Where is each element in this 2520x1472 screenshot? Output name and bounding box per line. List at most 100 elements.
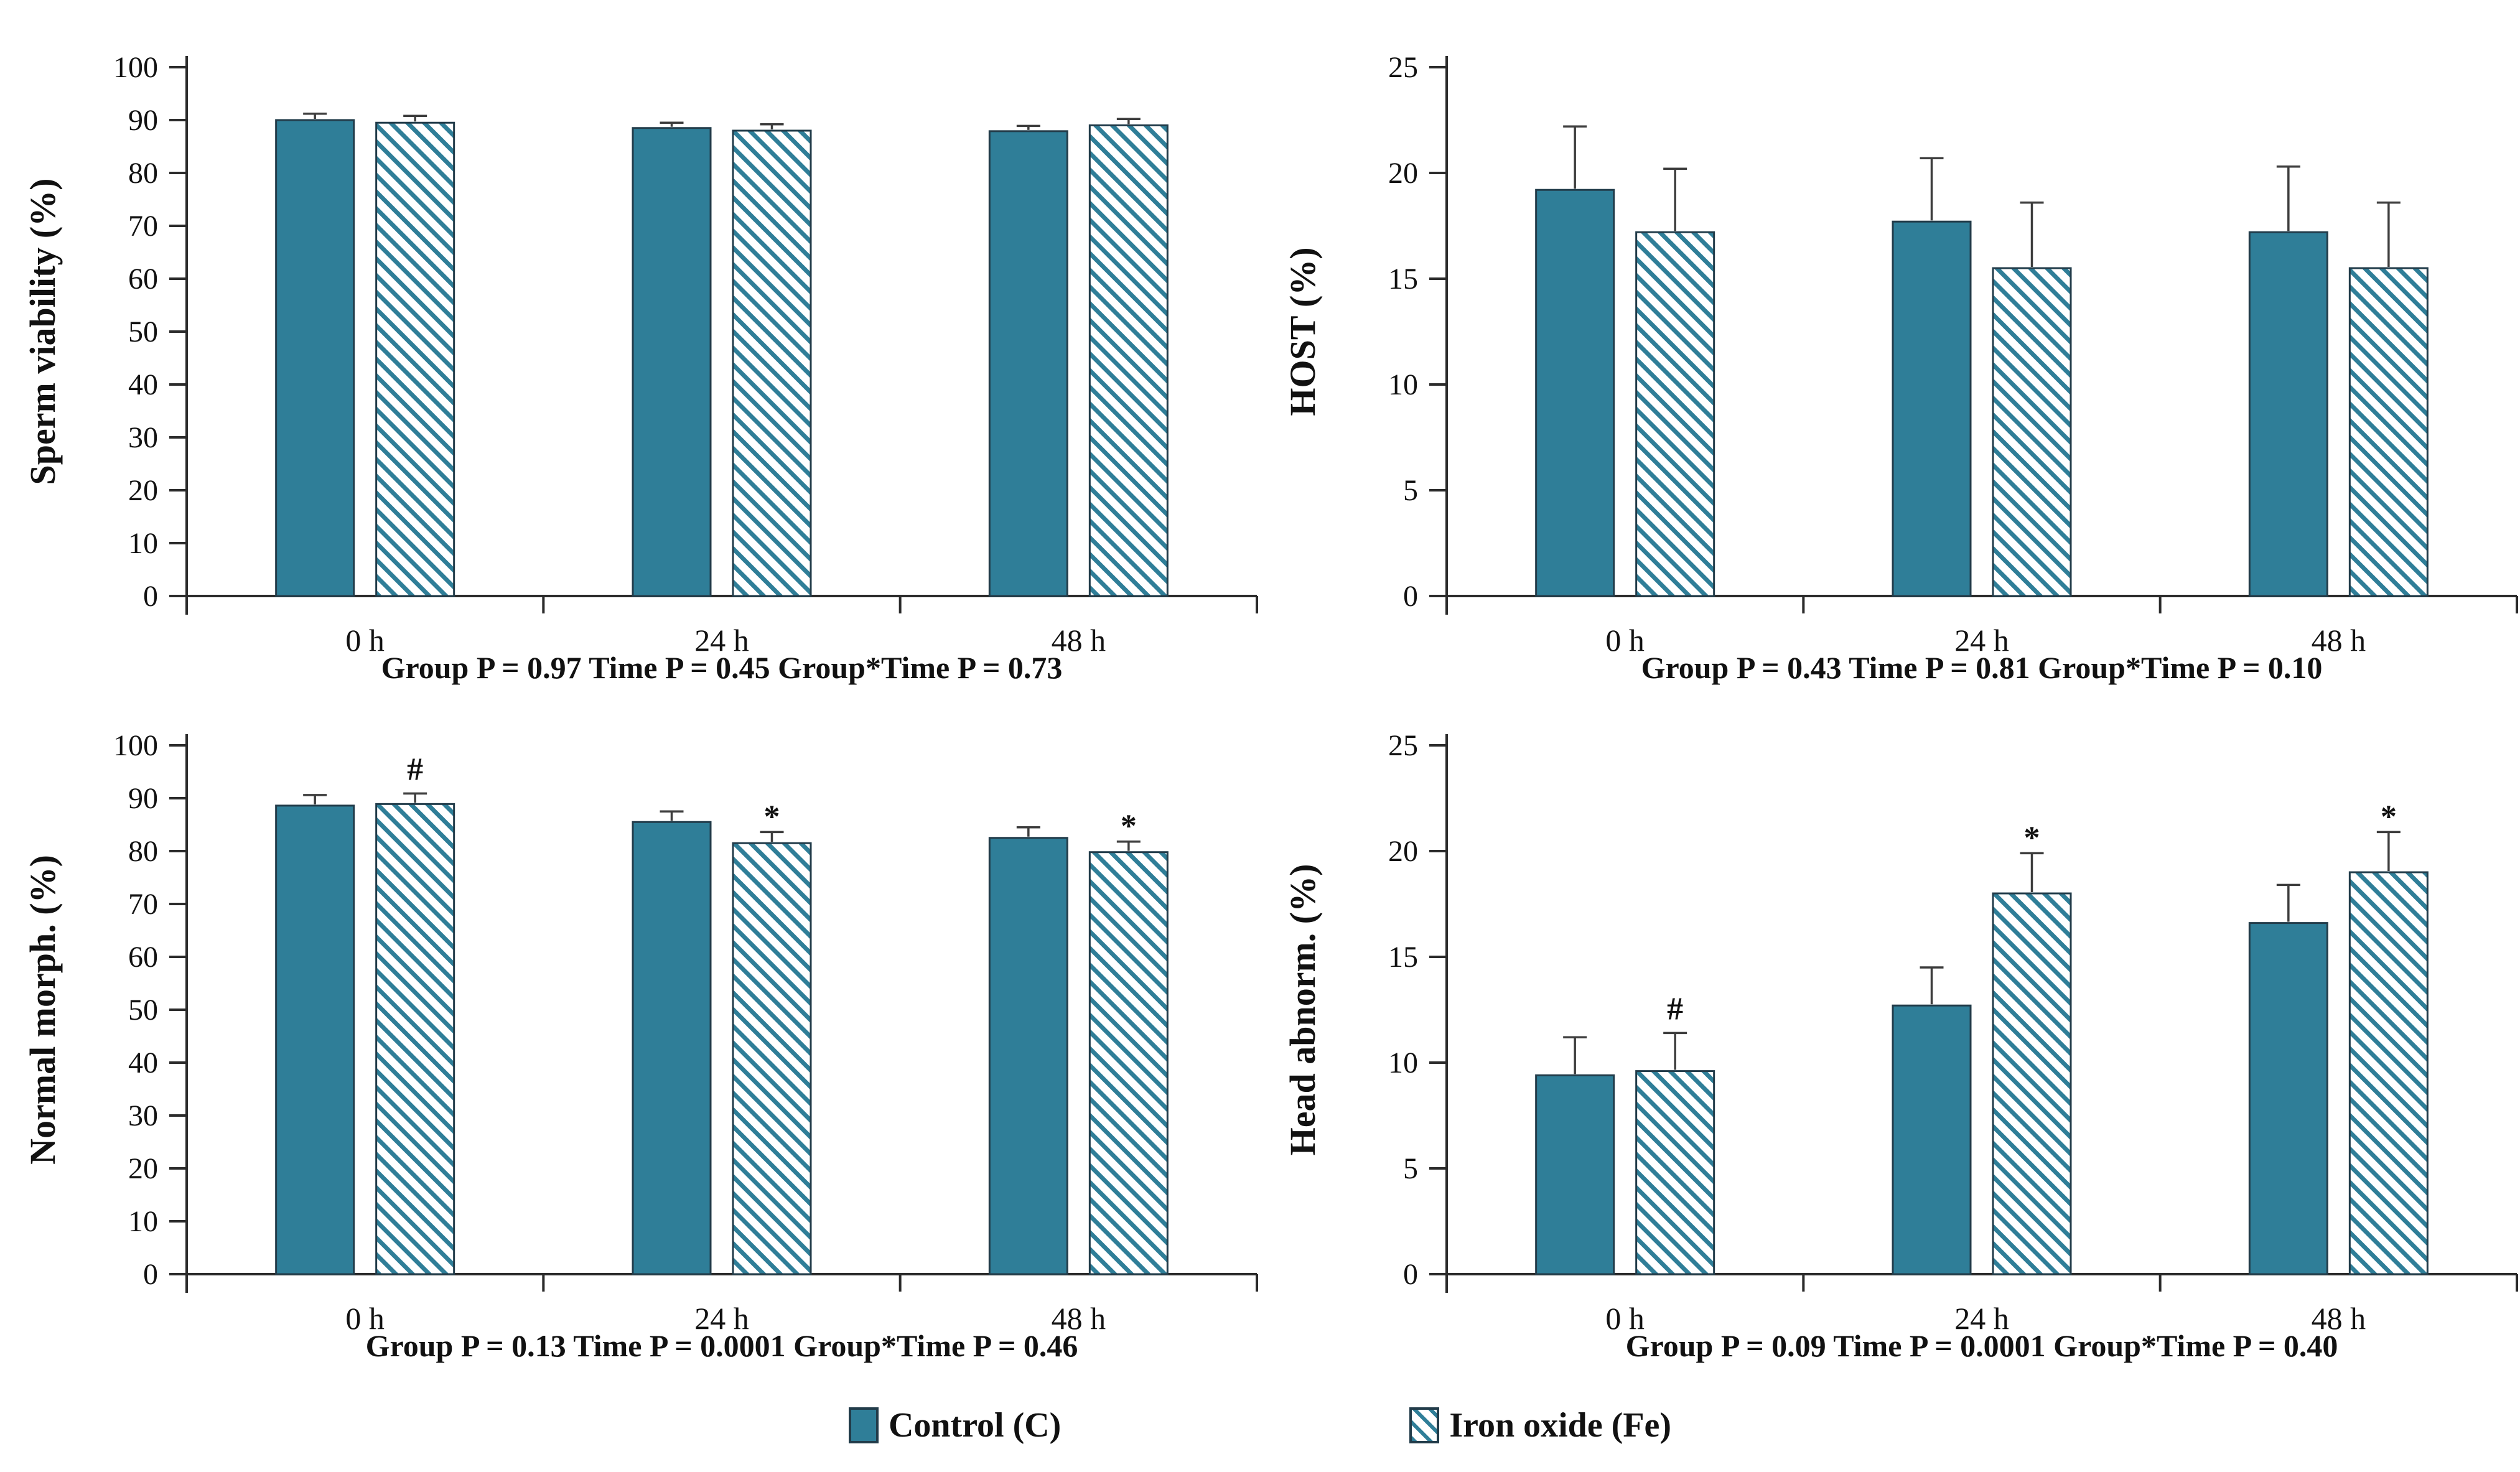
legend-item-control: Control (C) (848, 1406, 1062, 1445)
bar-iron-oxide-24h (1992, 267, 2072, 597)
panel-head-abnormalities: 0 5 10 15 20 25 0 h #24 h * 48 h * Head abnorm. (%)… (1260, 708, 2520, 1386)
y-tick-label: 70 (128, 210, 158, 243)
chart-host: 0 5 10 15 20 25 0 h 24 h 48 h HOST (%) Group P = 0… (1282, 51, 2518, 685)
bar-control-48h (2248, 922, 2328, 1275)
bar-iron-oxide-48h (2348, 267, 2429, 597)
chart-normal-morphology: 0 10 20 30 40 50 60 70 80 90 100 0 h #24 h * 48 h * Norm… (22, 729, 1258, 1363)
y-tick-label: 70 (128, 888, 158, 921)
x-category-label: 48 h (2312, 623, 2366, 658)
bar-control-24h (632, 821, 712, 1275)
y-tick-label: 20 (128, 474, 158, 507)
bar-control-48h (988, 837, 1068, 1275)
x-category-label: 48 h (1052, 623, 1106, 658)
bar-control-0h (1535, 189, 1615, 597)
bar-control-48h (988, 130, 1068, 597)
y-tick-label: 90 (128, 782, 158, 815)
y-tick-label: 15 (1388, 263, 1418, 296)
y-tick-label: 80 (128, 157, 158, 190)
x-category-label: 0 h (345, 623, 385, 658)
chart-head-abnormalities: 0 5 10 15 20 25 0 h #24 h * 48 h * Head abnorm. (%)… (1282, 729, 2518, 1363)
y-tick-label: 0 (143, 1258, 158, 1291)
bar-iron-oxide-0h (1635, 231, 1715, 597)
y-tick-label: 30 (128, 421, 158, 454)
x-category-label: 48 h (1052, 1301, 1106, 1336)
significance-marker: * (764, 799, 780, 834)
bar-iron-oxide-0h (375, 803, 455, 1275)
y-tick-label: 50 (128, 315, 158, 348)
legend-label-control: Control (C) (888, 1406, 1062, 1445)
bar-control-24h (632, 127, 712, 597)
bar-iron-oxide-48h (1088, 851, 1169, 1275)
y-tick-label: 100 (113, 51, 158, 84)
y-tick-label: 60 (128, 941, 158, 974)
y-tick-label: 25 (1388, 729, 1418, 762)
p-value-caption: Group P = 0.09 Time P = 0.0001 Group*Tim… (1626, 1328, 2338, 1363)
y-tick-label: 20 (1388, 835, 1418, 868)
y-axis-title: Normal morph. (%) (22, 855, 63, 1165)
y-tick-label: 25 (1388, 51, 1418, 84)
x-category-label: 0 h (1605, 623, 1645, 658)
y-tick-label: 0 (1403, 580, 1418, 613)
y-tick-label: 20 (1388, 157, 1418, 190)
x-category-label: 48 h (2312, 1301, 2366, 1336)
p-value-caption: Group P = 0.13 Time P = 0.0001 Group*Tim… (366, 1328, 1078, 1363)
y-tick-label: 50 (128, 994, 158, 1027)
x-category-label: 24 h (694, 623, 749, 658)
y-tick-label: 90 (128, 104, 158, 137)
charts-grid: 0 10 20 30 40 50 60 70 80 90 100 0 h 24 h 48 h Sperm v… (0, 30, 2520, 1386)
bar-control-0h (275, 119, 355, 597)
y-tick-label: 40 (128, 368, 158, 401)
x-category-label: 0 h (345, 1301, 385, 1336)
y-axis-title: Sperm viability (%) (22, 179, 63, 485)
y-tick-label: 20 (128, 1152, 158, 1185)
bar-control-24h (1892, 1004, 1972, 1275)
p-value-caption: Group P = 0.97 Time P = 0.45 Group*Time … (381, 650, 1063, 685)
bar-control-0h (1535, 1074, 1615, 1275)
significance-marker: * (2024, 820, 2040, 855)
y-tick-label: 10 (1388, 1046, 1418, 1079)
y-tick-label: 30 (128, 1099, 158, 1132)
bar-control-0h (275, 804, 355, 1275)
x-category-label: 24 h (1954, 623, 2009, 658)
x-category-label: 24 h (1954, 1301, 2009, 1336)
bar-iron-oxide-24h (1992, 892, 2072, 1275)
y-tick-label: 5 (1403, 474, 1418, 507)
chart-sperm-viability: 0 10 20 30 40 50 60 70 80 90 100 0 h 24 h 48 h Sperm v… (22, 51, 1258, 685)
figure-legend: Control (C) Iron oxide (Fe) (0, 1397, 2520, 1453)
bar-iron-oxide-48h (2348, 871, 2429, 1275)
panel-sperm-viability: 0 10 20 30 40 50 60 70 80 90 100 0 h 24 h 48 h Sperm v… (0, 30, 1260, 708)
legend-swatch-control-solid (848, 1407, 879, 1443)
y-tick-label: 100 (113, 729, 158, 762)
significance-marker: # (1667, 991, 1683, 1027)
y-tick-label: 10 (1388, 368, 1418, 401)
bar-iron-oxide-24h (732, 842, 812, 1275)
y-tick-label: 10 (128, 527, 158, 560)
significance-marker: * (2381, 799, 2397, 834)
legend-item-iron-oxide: Iron oxide (Fe) (1409, 1407, 1671, 1443)
y-tick-label: 0 (143, 580, 158, 613)
bar-iron-oxide-0h (375, 121, 455, 597)
bar-iron-oxide-48h (1088, 124, 1169, 597)
y-tick-label: 5 (1403, 1152, 1418, 1185)
legend-label-iron-oxide: Iron oxide (Fe) (1449, 1406, 1672, 1445)
y-tick-label: 40 (128, 1046, 158, 1079)
legend-swatch-iron-oxide-hatched (1409, 1407, 1440, 1443)
x-category-label: 0 h (1605, 1301, 1645, 1336)
y-tick-label: 10 (128, 1205, 158, 1238)
y-tick-label: 60 (128, 263, 158, 296)
bar-control-48h (2248, 231, 2328, 597)
bar-iron-oxide-0h (1635, 1070, 1715, 1275)
y-tick-label: 80 (128, 835, 158, 868)
y-axis-title: Head abnorm. (%) (1282, 864, 1323, 1156)
y-tick-label: 15 (1388, 941, 1418, 974)
significance-marker: # (407, 752, 423, 787)
bar-iron-oxide-24h (732, 129, 812, 597)
significance-marker: * (1121, 809, 1137, 844)
y-axis-title: HOST (%) (1282, 247, 1323, 416)
p-value-caption: Group P = 0.43 Time P = 0.81 Group*Time … (1641, 650, 2323, 685)
panel-host: 0 5 10 15 20 25 0 h 24 h 48 h HOST (%) Group P = 0… (1260, 30, 2520, 708)
x-category-label: 24 h (694, 1301, 749, 1336)
panel-normal-morphology: 0 10 20 30 40 50 60 70 80 90 100 0 h #24 h * 48 h * Norm… (0, 708, 1260, 1386)
y-tick-label: 0 (1403, 1258, 1418, 1291)
